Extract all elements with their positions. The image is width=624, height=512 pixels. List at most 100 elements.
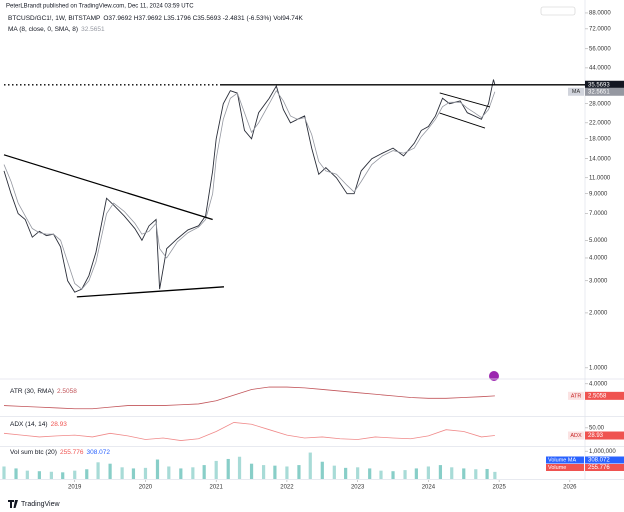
y-tick-label: 14.0000 <box>589 156 611 162</box>
y-tick-label: 1,000,000 <box>589 449 616 455</box>
volume-bar <box>49 471 53 479</box>
volume-bar <box>202 465 206 479</box>
x-tick-label: 2021 <box>210 485 224 491</box>
tag-name-bg <box>546 456 584 464</box>
volume-bar <box>14 468 18 479</box>
x-tick-label: 2019 <box>68 485 82 491</box>
tag-name-bg <box>546 464 584 471</box>
vol-ma-value: 308.072 <box>86 449 110 456</box>
volume-bar <box>273 465 277 479</box>
volume-bar <box>2 466 6 479</box>
volume-bar <box>143 467 148 479</box>
symbol: BTCUSD/GC1!, 1W, BITSTAMP <box>8 15 100 22</box>
y-tick-label: 72.0000 <box>589 26 611 32</box>
volume-bar <box>73 470 77 479</box>
footer-brand: TradingView <box>21 501 60 508</box>
volume-bar <box>379 470 383 479</box>
x-tick-label: 2020 <box>139 485 153 491</box>
volume-bar <box>356 467 360 479</box>
toolbar-box <box>540 6 576 16</box>
vol-legend: Vol sum btc (20) 255.776 308.072 <box>10 449 110 456</box>
y-tick-label: 5.0000 <box>589 238 608 244</box>
volume-bar <box>261 465 266 479</box>
volume-bar <box>25 470 29 479</box>
y-tick-label: 88.0000 <box>589 11 611 17</box>
series-line <box>3 422 495 441</box>
volume-bar <box>474 469 478 479</box>
volume-bar <box>391 471 395 479</box>
y-tick-label: 18.0000 <box>589 136 611 142</box>
volume-bar <box>493 471 497 479</box>
volume-bar <box>450 467 454 479</box>
tag-name: Volume <box>548 465 566 471</box>
volume-bar <box>214 460 218 479</box>
ma-value: 32.5651 <box>81 26 105 33</box>
volume-bar <box>131 468 136 479</box>
price-tag <box>585 87 624 96</box>
y-tick-label: 4.0000 <box>589 381 608 387</box>
tag-value-bg <box>585 456 624 464</box>
volume-bar <box>308 452 312 479</box>
y-tick-label: 28.0000 <box>589 101 611 107</box>
y-tick-label: 4.0000 <box>589 256 608 262</box>
y-tick-label: 3.0000 <box>589 278 608 284</box>
adx-value: 28.93 <box>51 421 68 428</box>
volume-bar <box>155 459 160 479</box>
symbol-legend: BTCUSD/GC1!, 1W, BITSTAMP O37.9692 H37.96… <box>8 15 303 22</box>
atr-value: 2.5058 <box>57 388 77 395</box>
vol-value: 255.776 <box>60 449 84 456</box>
adx-legend: ADX (14, 14) 28.93 <box>10 421 67 428</box>
adx-name: ADX (14, 14) <box>10 421 48 428</box>
x-tick-label: 2024 <box>422 485 436 491</box>
volume-bar <box>120 467 124 479</box>
ohlc: O37.9692 H37.9692 L35.1796 C35.5693 -2.4… <box>103 15 303 22</box>
y-tick-label: 1.0000 <box>589 365 608 371</box>
tag-value-bg <box>585 464 624 471</box>
footer-logo <box>8 500 18 508</box>
price-tag-label: 35.5693 <box>588 82 610 88</box>
volume-bar <box>332 465 336 479</box>
trendline <box>439 112 486 129</box>
x-tick-label: 2025 <box>492 485 506 491</box>
atr-name: ATR (30, RMA) <box>10 388 54 395</box>
y-tick-label: 7.0000 <box>589 211 608 217</box>
series-line <box>3 89 496 290</box>
trendline <box>76 286 225 298</box>
volume-bar <box>179 468 183 479</box>
tag-name: ADX <box>570 433 582 439</box>
volume-bar <box>285 466 289 479</box>
y-tick-label: 56.0000 <box>589 46 611 52</box>
volume-bar <box>297 465 301 479</box>
price-tag <box>585 80 624 89</box>
price-tag-label: 2.5058 <box>588 393 607 399</box>
tag-name: Volume MA <box>548 457 576 463</box>
x-tick-label: 2022 <box>280 485 294 491</box>
tag-name: MA <box>572 89 581 95</box>
x-tick-label: 2023 <box>351 485 365 491</box>
series-line <box>3 386 495 410</box>
volume-bar <box>403 470 407 479</box>
volume-bar <box>167 466 171 479</box>
tag-name: ATR <box>571 393 582 399</box>
ma-legend: MA (8, close, 0, SMA, 8) 32.5651 <box>8 26 105 33</box>
y-tick-label: 50.00 <box>589 425 605 431</box>
price-tag-label: 28.93 <box>588 433 604 439</box>
price-tag <box>585 431 624 440</box>
atr-legend: ATR (30, RMA) 2.5058 <box>10 388 77 395</box>
y-tick-label: 22.0000 <box>589 120 611 126</box>
volume-bar <box>108 463 112 479</box>
y-tick-label: 2.0000 <box>589 311 608 317</box>
volume-bar <box>85 469 89 479</box>
trendline <box>3 154 213 221</box>
series-line <box>3 79 496 293</box>
volume-bar <box>191 467 195 479</box>
price-tag-label: 32.5651 <box>588 89 610 95</box>
volume-bar <box>226 458 230 479</box>
volume-bar <box>462 468 466 479</box>
tag-name-bg <box>568 87 584 96</box>
tag-name-bg <box>568 391 584 400</box>
volume-bar <box>96 462 100 479</box>
volume-bar <box>344 467 348 479</box>
tag-value: 308.072 <box>588 458 610 464</box>
